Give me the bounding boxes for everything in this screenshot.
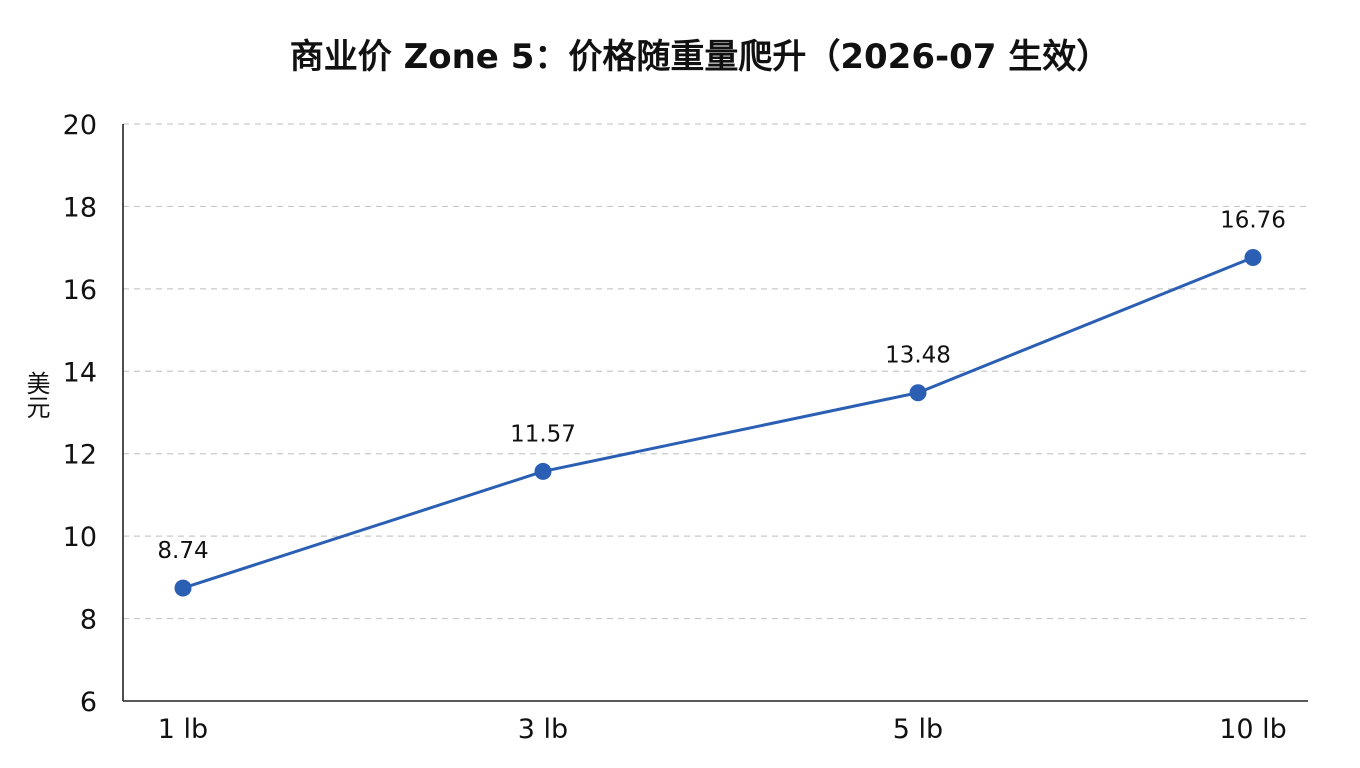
x-tick-label: 5 lb [893,714,943,745]
y-tick-label: 18 [63,192,97,223]
y-axis-label: 美元 [22,371,50,419]
data-points [174,249,1262,597]
y-tick-label: 12 [63,440,97,471]
data-point [909,384,927,402]
data-point [1244,249,1262,267]
data-labels: 8.74 11.57 13.48 16.76 [157,208,1286,565]
y-tick-label: 8 [80,605,97,636]
series-line-group [181,256,1255,590]
data-label: 16.76 [1220,208,1286,234]
y-tick-label: 20 [63,110,97,141]
x-tick-labels: 1 lb 3 lb 5 lb 10 lb [158,714,1287,745]
data-point [174,579,192,597]
y-tick-label: 14 [63,357,97,388]
y-tick-label: 10 [63,522,97,553]
y-tick-label: 6 [80,687,97,718]
y-tick-label: 16 [63,275,97,306]
x-tick-label: 10 lb [1219,714,1287,745]
axes [122,124,1308,702]
y-tick-labels: 6 8 10 12 14 16 18 20 [63,110,97,718]
data-label: 13.48 [885,343,951,369]
data-point [534,462,552,480]
x-tick-label: 3 lb [518,714,568,745]
gridlines [123,123,1308,620]
series-line [181,256,1255,590]
data-label: 8.74 [157,538,208,564]
data-label: 11.57 [510,421,576,447]
x-tick-label: 1 lb [158,714,208,745]
chart-title: 商业价 Zone 5：价格随重量爬升（2026-07 生效） [290,37,1111,77]
